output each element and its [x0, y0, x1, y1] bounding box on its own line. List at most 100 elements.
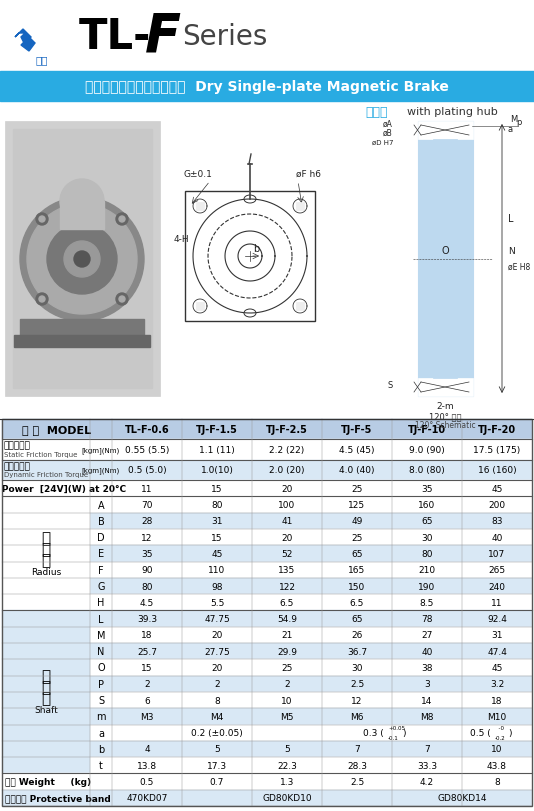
- Text: ): ): [402, 728, 405, 737]
- Bar: [185, 191, 315, 322]
- Text: Series: Series: [182, 23, 268, 51]
- Text: M: M: [510, 115, 517, 124]
- Bar: [322, 741, 392, 757]
- Bar: [462, 725, 532, 741]
- Text: 20: 20: [211, 631, 223, 640]
- Text: øF h6: øF h6: [295, 169, 320, 178]
- Bar: [90, 676, 112, 692]
- Bar: [2, 497, 90, 611]
- Text: 25: 25: [351, 484, 363, 493]
- Text: 5.5: 5.5: [210, 598, 224, 607]
- Text: G: G: [97, 581, 105, 591]
- Bar: [90, 692, 112, 708]
- Text: 470KD07: 470KD07: [127, 793, 168, 802]
- Text: 功率 Power  [24V](W) at 20°C: 功率 Power [24V](W) at 20°C: [0, 484, 126, 493]
- Bar: [182, 440, 252, 460]
- Text: 向: 向: [42, 691, 51, 706]
- Bar: [252, 419, 322, 440]
- Text: 附導座: 附導座: [365, 105, 388, 118]
- Text: 0.5: 0.5: [140, 777, 154, 786]
- Text: TJ-F-2.5: TJ-F-2.5: [266, 425, 308, 435]
- Text: 1.1 (11): 1.1 (11): [199, 445, 235, 454]
- Bar: [90, 627, 112, 643]
- Text: TL-: TL-: [79, 16, 151, 58]
- Text: 165: 165: [348, 565, 366, 574]
- Text: B: B: [98, 517, 104, 526]
- Circle shape: [119, 217, 125, 223]
- Bar: [112, 480, 182, 497]
- Text: 3: 3: [424, 680, 430, 689]
- Bar: [2, 460, 90, 480]
- Text: 100: 100: [278, 500, 296, 509]
- Bar: [90, 578, 112, 594]
- Text: TL-F-0.6: TL-F-0.6: [124, 425, 169, 435]
- Text: TJ-F-1.5: TJ-F-1.5: [196, 425, 238, 435]
- Bar: [322, 594, 392, 611]
- Bar: [322, 757, 392, 774]
- Text: H: H: [97, 598, 105, 607]
- Text: 25: 25: [351, 533, 363, 542]
- Bar: [392, 692, 462, 708]
- Text: 65: 65: [421, 517, 433, 526]
- Bar: [2, 790, 112, 806]
- Text: 16 (160): 16 (160): [478, 466, 516, 474]
- Text: 2-m: 2-m: [436, 401, 454, 410]
- Bar: [182, 530, 252, 546]
- Bar: [252, 659, 322, 676]
- Bar: [252, 546, 322, 562]
- Bar: [418, 122, 473, 397]
- Circle shape: [39, 217, 45, 223]
- Bar: [252, 440, 322, 460]
- Circle shape: [36, 214, 48, 225]
- Text: 15: 15: [211, 484, 223, 493]
- Bar: [392, 757, 462, 774]
- Bar: [462, 659, 532, 676]
- Text: 210: 210: [419, 565, 436, 574]
- Bar: [90, 440, 112, 460]
- Text: 3.2: 3.2: [490, 680, 504, 689]
- Text: 1.0(10): 1.0(10): [201, 466, 233, 474]
- Bar: [462, 692, 532, 708]
- Text: 4-H: 4-H: [173, 234, 189, 243]
- Bar: [392, 790, 532, 806]
- Text: øE H8: øE H8: [508, 262, 530, 271]
- Text: a: a: [508, 125, 513, 134]
- Bar: [322, 611, 392, 627]
- Text: 4: 4: [144, 744, 150, 753]
- Text: 40: 40: [491, 533, 502, 542]
- Bar: [90, 594, 112, 611]
- Bar: [112, 611, 182, 627]
- Bar: [182, 790, 392, 806]
- Bar: [112, 513, 182, 530]
- Text: b: b: [98, 744, 104, 754]
- Text: 4.5 (45): 4.5 (45): [339, 445, 375, 454]
- Text: O: O: [97, 663, 105, 672]
- Text: 30: 30: [421, 533, 433, 542]
- Bar: [13, 130, 152, 388]
- Bar: [462, 643, 532, 659]
- Bar: [462, 774, 532, 790]
- Text: 45: 45: [491, 663, 502, 672]
- Bar: [462, 627, 532, 643]
- Text: 重量 Weight     (kg): 重量 Weight (kg): [5, 777, 91, 786]
- Bar: [322, 578, 392, 594]
- Text: 13.8: 13.8: [137, 761, 157, 770]
- Bar: [462, 419, 532, 440]
- Bar: [112, 741, 182, 757]
- Text: -0.1: -0.1: [388, 736, 399, 740]
- Text: 200: 200: [489, 500, 506, 509]
- Bar: [182, 594, 252, 611]
- Text: 2: 2: [284, 680, 290, 689]
- Bar: [462, 741, 532, 757]
- Bar: [112, 676, 182, 692]
- Circle shape: [20, 198, 144, 322]
- Bar: [462, 513, 532, 530]
- Text: O: O: [441, 247, 449, 256]
- Polygon shape: [15, 30, 31, 46]
- Text: 120° 配置: 120° 配置: [429, 411, 461, 420]
- Bar: [182, 562, 252, 578]
- Text: 0.2 (±0.05): 0.2 (±0.05): [191, 728, 243, 737]
- Bar: [112, 594, 182, 611]
- Text: øD H7: øD H7: [372, 139, 393, 146]
- Text: 240: 240: [489, 581, 506, 590]
